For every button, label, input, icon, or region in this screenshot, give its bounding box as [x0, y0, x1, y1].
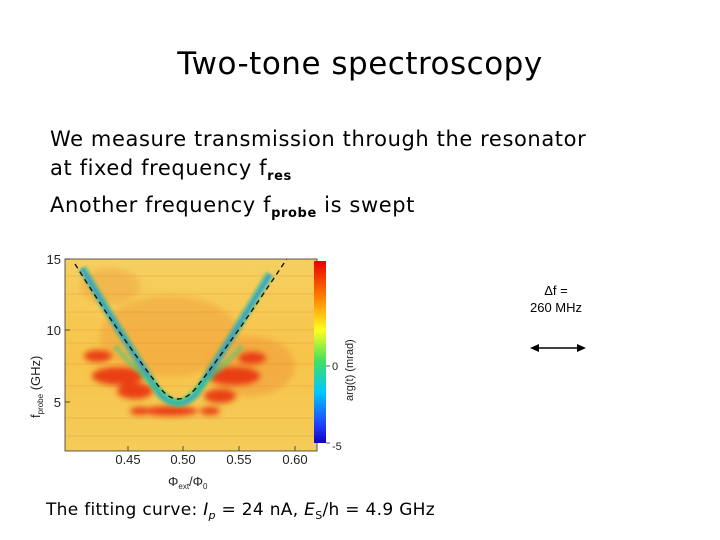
fit-curve — [74, 259, 288, 400]
x-tick-label: 0.45 — [115, 452, 140, 467]
x-axis-label: Φext/Φ0 — [168, 474, 208, 491]
delta-f-line-2: 260 MHz — [529, 300, 583, 315]
fit-caption: The fitting curve: Ip = 24 nA, ES/h = 4.… — [46, 500, 435, 522]
colorbar — [314, 261, 326, 443]
y-tick-label: 10 — [47, 323, 61, 338]
y-ticks — [65, 258, 70, 403]
x-tick-label: 0.60 — [282, 452, 307, 467]
x-ticks — [127, 446, 296, 451]
bullet-line-3: Another frequency fprobe is swept — [50, 193, 416, 221]
bullet-line-1: We measure transmission through the reso… — [50, 127, 587, 151]
spectroscopy-figure: 15 10 5 0.45 0.50 0.55 0.60 fprobe (GHz)… — [20, 246, 360, 506]
spectroscopy-plot: 15 10 5 0.45 0.50 0.55 0.60 fprobe (GHz)… — [28, 252, 356, 491]
double-arrow-icon — [530, 344, 586, 352]
x-tick-label: 0.55 — [226, 452, 251, 467]
description: We measure transmission through the reso… — [50, 125, 586, 228]
slide-title: Two-tone spectroscopy — [177, 46, 543, 82]
delta-f-annotation: Δf = 260 MHz — [516, 282, 596, 316]
colorbar-tick-label: -5 — [332, 441, 342, 453]
y-axis-label: fprobe (GHz) — [28, 356, 45, 418]
colorbar-label: arg(t) (mrad) — [344, 339, 356, 401]
bullet-line-2: at fixed frequency fres — [50, 156, 292, 184]
y-tick-label: 15 — [47, 252, 61, 267]
colorbar-tick-label: 0 — [332, 361, 338, 373]
heatmap — [65, 259, 317, 451]
x-tick-label: 0.50 — [170, 452, 195, 467]
delta-f-line-1: Δf = — [544, 283, 568, 298]
y-tick-label: 5 — [54, 395, 61, 410]
